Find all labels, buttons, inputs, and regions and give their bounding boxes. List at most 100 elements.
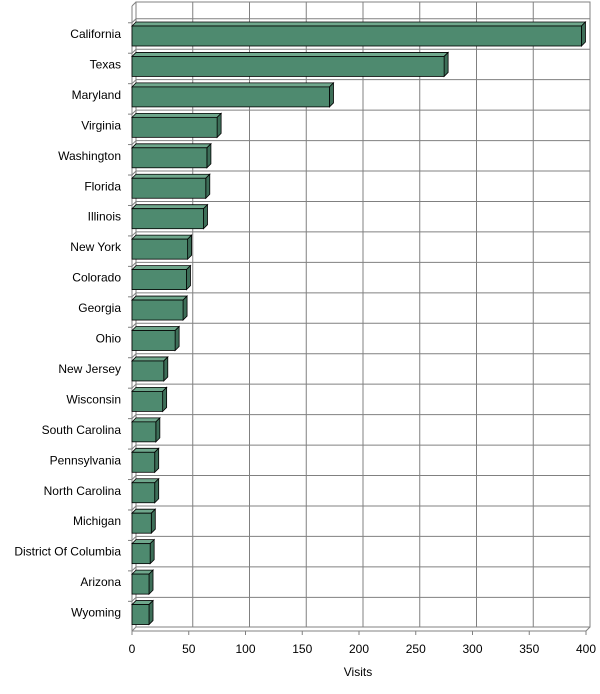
plot-corner xyxy=(131,1,137,7)
x-tick-label: 350 xyxy=(519,642,539,656)
bar-end-face xyxy=(216,112,222,139)
bar-top-face xyxy=(131,356,169,362)
bar xyxy=(131,142,212,169)
bar-end-face xyxy=(150,508,156,535)
bar-front-face xyxy=(131,56,445,77)
bar-top-face xyxy=(131,326,181,331)
x-tick-label: 250 xyxy=(406,642,426,656)
category-label: District Of Columbia xyxy=(14,545,121,559)
gridline-side xyxy=(131,231,137,237)
bar xyxy=(131,21,587,47)
bar-front-face xyxy=(131,573,150,595)
bar-end-face xyxy=(182,295,188,322)
category-label: Texas xyxy=(90,57,121,71)
gridline-side xyxy=(131,353,137,359)
bar-front-face xyxy=(131,330,176,351)
bar-end-face xyxy=(205,173,211,200)
category-label: Georgia xyxy=(78,301,121,315)
bar-front-face xyxy=(131,238,189,260)
bar-top-face xyxy=(131,295,189,301)
bar-end-face xyxy=(187,234,193,261)
x-tick-label: 400 xyxy=(576,642,596,656)
category-label: North Carolina xyxy=(44,484,122,498)
category-label: Washington xyxy=(58,149,121,163)
bar-front-face xyxy=(131,360,165,382)
category-label: Arizona xyxy=(80,575,121,589)
gridline-side xyxy=(131,475,137,480)
bar-front-face xyxy=(131,512,152,534)
bar-end-face xyxy=(163,355,169,382)
bar-front-face xyxy=(131,390,164,412)
bar-top-face xyxy=(131,265,192,271)
category-label: Wisconsin xyxy=(66,392,121,406)
bar-end-face xyxy=(581,21,586,47)
bar xyxy=(131,538,156,565)
category-label: Wyoming xyxy=(71,606,121,620)
category-label: Colorado xyxy=(72,271,121,285)
bar-front-face xyxy=(131,604,150,625)
category-label: Illinois xyxy=(88,210,121,224)
bar-front-face xyxy=(131,86,330,108)
category-label: South Carolina xyxy=(42,423,122,437)
category-label: California xyxy=(70,27,121,41)
bar-end-face xyxy=(329,81,334,108)
bar-front-face xyxy=(131,116,218,138)
bar-front-face xyxy=(131,482,156,504)
bar-top-face xyxy=(131,173,211,179)
gridline-side xyxy=(131,48,137,54)
bar-end-face xyxy=(148,569,154,596)
x-tick-label: 50 xyxy=(182,642,196,656)
bars xyxy=(131,21,587,626)
gridline-side xyxy=(131,322,137,328)
x-axis-title: Visits xyxy=(344,665,372,679)
bar-top-face xyxy=(131,21,587,27)
bar-front-face xyxy=(131,147,208,169)
bar xyxy=(131,599,154,626)
bar xyxy=(131,325,181,352)
gridline-side xyxy=(131,79,137,85)
gridline-side xyxy=(131,444,137,450)
x-axis-ticks: 0 50 100 150 200 250 300 350 400 xyxy=(129,631,596,656)
bar xyxy=(131,112,223,139)
bar-top-face xyxy=(131,447,160,453)
bar xyxy=(131,386,168,413)
bar-end-face xyxy=(154,447,160,474)
bar xyxy=(131,355,169,382)
bar-front-face xyxy=(131,451,156,473)
bar-front-face xyxy=(131,421,157,443)
gridline-side xyxy=(131,292,137,298)
category-label: Ohio xyxy=(96,332,122,346)
bar-top-face xyxy=(131,386,168,392)
category-labels: California Texas Maryland Virginia Washingto… xyxy=(14,22,132,620)
gridline-side xyxy=(131,566,137,572)
gridline-side xyxy=(131,414,137,419)
bar-front-face xyxy=(131,25,582,47)
bar xyxy=(131,416,161,443)
category-label: Pennsylvania xyxy=(50,453,122,467)
bar xyxy=(131,51,450,78)
x-tick-label: 150 xyxy=(292,642,312,656)
bar-end-face xyxy=(443,51,449,78)
bar-end-face xyxy=(149,538,155,565)
gridlines xyxy=(131,2,591,627)
bar xyxy=(131,81,335,108)
bar xyxy=(131,295,189,322)
bar xyxy=(131,447,160,474)
bar-top-face xyxy=(131,82,335,88)
bar xyxy=(131,234,193,261)
bar-top-face xyxy=(131,52,450,57)
gridline-side xyxy=(131,201,137,206)
bar-end-face xyxy=(186,264,191,291)
gridline-side xyxy=(131,596,137,602)
category-label: Maryland xyxy=(72,88,121,102)
bar-front-face xyxy=(131,299,184,321)
gridline-side xyxy=(131,109,137,115)
bar xyxy=(131,203,209,230)
category-label: New Jersey xyxy=(58,362,121,376)
bar-top-face xyxy=(131,204,209,210)
bar-top-face xyxy=(131,112,223,118)
bar-top-face xyxy=(131,417,161,423)
x-tick-label: 300 xyxy=(462,642,482,656)
bar-end-face xyxy=(203,203,208,230)
